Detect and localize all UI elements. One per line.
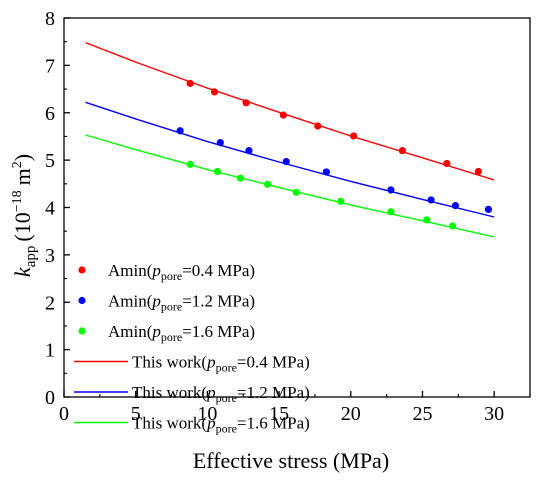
legend-label-subscript: pore	[161, 300, 182, 314]
y-axis-title-subscript: app	[23, 246, 39, 268]
legend-label-0: Amin(ppore=0.4 MPa)	[108, 261, 255, 283]
y-axis-title-unit-close: )	[10, 154, 35, 161]
y-tick-label-7: 7	[45, 55, 55, 77]
y-axis-title-square: 2	[10, 161, 25, 168]
legend-label-prefix: Amin(	[108, 292, 153, 311]
y-axis-title-symbol: k	[10, 266, 35, 277]
legend-label-subscript: pore	[216, 422, 237, 436]
x-tick-label-0: 0	[59, 403, 69, 425]
legend-label-p: p	[206, 383, 216, 402]
x-axis-title: Effective stress (MPa)	[193, 448, 389, 473]
legend-label-suffix: =1.2 MPa)	[182, 292, 255, 311]
x-tick-label-10: 10	[197, 403, 217, 425]
legend-label-p: p	[151, 261, 161, 280]
legend-label-prefix: Amin(	[108, 261, 153, 280]
y-tick-label-1: 1	[45, 340, 55, 362]
legend-label-4: This work(ppore=1.2 MPa)	[132, 383, 310, 405]
series-line-4	[85, 101, 495, 218]
legend-label-suffix: =1.2 MPa)	[237, 383, 310, 402]
legend-label-subscript: pore	[216, 391, 237, 405]
legend-label-prefix: This work(	[132, 353, 207, 372]
plot-marks	[85, 41, 495, 238]
legend-label-suffix: =1.6 MPa)	[182, 322, 255, 341]
legend-label-suffix: =0.4 MPa)	[182, 261, 255, 280]
y-tick-label-5: 5	[45, 150, 55, 172]
series-line-3	[85, 41, 495, 181]
y-axis-title-unit-open: (10	[10, 212, 35, 241]
legend-label-2: Amin(ppore=1.6 MPa)	[108, 322, 255, 344]
legend-label-suffix: =1.6 MPa)	[237, 414, 310, 433]
legend: Amin(ppore=0.4 MPa)Amin(ppore=1.2 MPa)Am…	[74, 261, 310, 436]
legend-point-marker-2	[78, 327, 86, 335]
legend-label-5: This work(ppore=1.6 MPa)	[132, 414, 310, 436]
legend-label-prefix: Amin(	[108, 322, 153, 341]
x-tick-label-5: 5	[131, 403, 141, 425]
y-tick-label-4: 4	[45, 198, 55, 220]
legend-label-p: p	[151, 292, 161, 311]
y-axis-title-exponent: −18	[10, 190, 25, 212]
y-tick-label-6: 6	[45, 103, 55, 125]
y-tick-label-0: 0	[45, 387, 55, 409]
legend-label-p: p	[206, 414, 216, 433]
legend-label-1: Amin(ppore=1.2 MPa)	[108, 292, 255, 314]
legend-label-p: p	[206, 353, 216, 372]
legend-label-3: This work(ppore=0.4 MPa)	[132, 353, 310, 375]
legend-label-subscript: pore	[161, 330, 182, 344]
y-axis-title-unit-m: m	[10, 168, 35, 185]
legend-point-marker-0	[78, 266, 86, 274]
y-tick-label-8: 8	[45, 8, 55, 30]
x-tick-label-30: 30	[484, 403, 504, 425]
legend-label-subscript: pore	[216, 361, 237, 375]
x-tick-label-15: 15	[269, 403, 289, 425]
axes: 0 5 10 15 20 25 30 0 1 2 3 4 5 6 7 8	[45, 8, 531, 425]
legend-point-marker-1	[78, 296, 86, 305]
legend-label-prefix: This work(	[132, 383, 207, 402]
legend-label-suffix: =0.4 MPa)	[237, 353, 310, 372]
y-axis-title: kapp (10−18 m2)	[10, 154, 39, 277]
x-tick-label-20: 20	[341, 403, 361, 425]
legend-label-p: p	[151, 322, 161, 341]
y-tick-label-3: 3	[45, 245, 55, 267]
series-line-5	[85, 134, 495, 238]
data-point-s0-8	[474, 167, 482, 176]
x-tick-label-25: 25	[412, 403, 432, 425]
legend-label-prefix: This work(	[132, 414, 207, 433]
legend-label-subscript: pore	[161, 269, 182, 283]
y-tick-label-2: 2	[45, 292, 55, 314]
data-point-s1-8	[484, 205, 493, 213]
